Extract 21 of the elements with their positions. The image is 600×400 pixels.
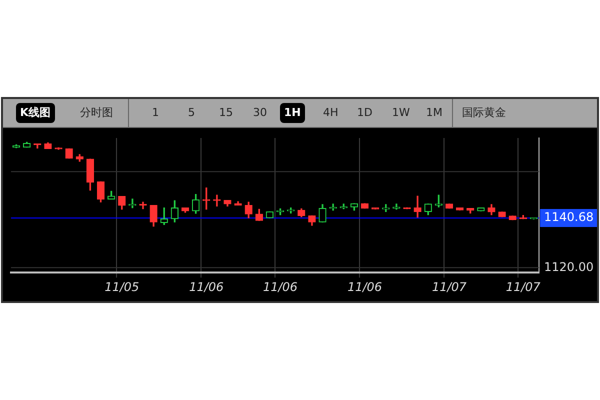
chart-title: 国际黄金 xyxy=(461,105,507,121)
text: 1W xyxy=(388,103,414,123)
text: 1M xyxy=(422,103,446,123)
text: 1D xyxy=(353,103,376,123)
text: 5 xyxy=(184,103,199,123)
text: 1 xyxy=(148,103,163,123)
x-tick-label: 11/06 xyxy=(189,280,224,294)
x-tick-label: 11/06 xyxy=(347,280,382,294)
x-tick-label: 11/06 xyxy=(262,280,298,294)
text: 1H xyxy=(280,103,305,123)
text: 15 xyxy=(215,103,237,123)
x-tick-label: 11/05 xyxy=(104,280,140,294)
text: 分时图 xyxy=(76,103,117,123)
text: K线图 xyxy=(16,103,55,123)
x-tick-label: 11/07 xyxy=(432,280,467,294)
text: 1140.68 xyxy=(544,210,594,224)
x-tick-label: 11/07 xyxy=(506,280,541,294)
text: 30 xyxy=(249,103,271,123)
text: 4H xyxy=(319,103,342,123)
text: 1120.00 xyxy=(544,260,594,274)
candlestick xyxy=(414,196,422,218)
